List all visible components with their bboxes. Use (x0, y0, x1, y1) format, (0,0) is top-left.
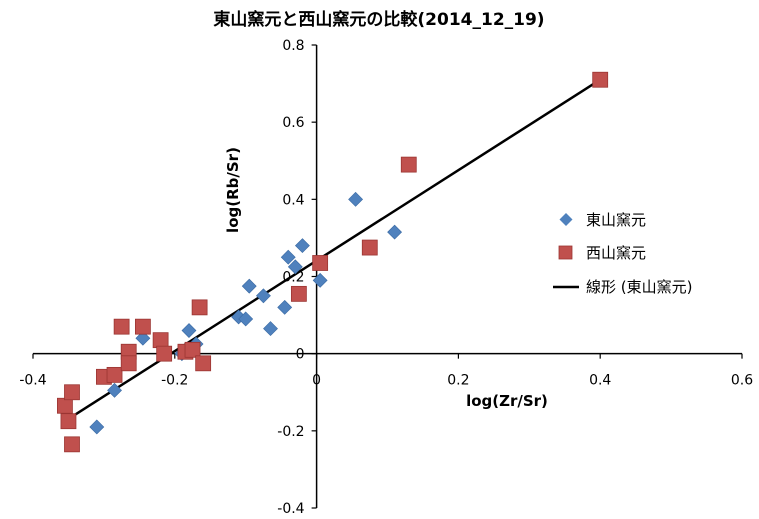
data-point-higashiyama (241, 278, 257, 294)
y-tick-label: -0.4 (277, 501, 304, 517)
data-point-nishiyama (156, 345, 173, 362)
data-point-higashiyama (107, 382, 122, 398)
x-tick-label: -0.4 (19, 373, 46, 389)
x-tick-label: 0.4 (589, 373, 611, 389)
axes: -0.4 -0.2 0 0.2 0.4 0.6 -0.4 -0.2 0 0.2 0.4 0.6 0.8 (19, 38, 753, 517)
legend: 東山窯元 西山窯元 線形 (東山窯元) (553, 211, 692, 296)
data-point-nishiyama (60, 413, 77, 430)
data-point-higashiyama (256, 288, 271, 304)
x-axis-title: log(Zr/Sr) (466, 392, 548, 410)
x-tick-label: 0.2 (447, 373, 469, 389)
data-point-nishiyama (152, 332, 169, 349)
x-tick-label: -0.2 (161, 373, 188, 389)
data-point-nishiyama (592, 71, 609, 88)
x-tick-label: 0 (312, 373, 321, 389)
data-point-higashiyama (238, 311, 254, 327)
y-tick-label: 0.4 (282, 192, 304, 208)
legend-square-marker (558, 245, 573, 260)
data-point-nishiyama (191, 299, 208, 316)
data-point-higashiyama (280, 249, 296, 265)
data-point-nishiyama (64, 436, 80, 453)
data-point-nishiyama (195, 355, 212, 372)
data-point-nishiyama (290, 285, 307, 302)
data-point-nishiyama (113, 318, 130, 335)
x-axis-ticks: -0.4 -0.2 0 0.2 0.4 0.6 (19, 353, 753, 389)
legend-label-trendline: 線形 (東山窯元) (586, 278, 692, 296)
data-point-nishiyama (400, 156, 417, 173)
y-axis-title: log(Rb/Sr) (224, 147, 242, 233)
legend-diamond-marker (559, 213, 573, 226)
data-point-nishiyama (64, 384, 80, 401)
y-tick-label: 0.8 (282, 38, 304, 54)
data-point-higashiyama (287, 259, 303, 275)
y-tick-label: 0.2 (282, 270, 304, 286)
y-tick-label: 0.6 (282, 115, 304, 131)
data-point-higashiyama (263, 321, 278, 337)
data-point-higashiyama (181, 323, 197, 338)
data-point-higashiyama (89, 419, 105, 435)
data-point-higashiyama (312, 272, 328, 288)
y-axis-ticks: -0.4 -0.2 0 0.2 0.4 0.6 0.8 (277, 38, 317, 517)
data-point-higashiyama (387, 224, 403, 240)
x-tick-label: 0.6 (731, 373, 753, 389)
legend-label-nishiyama: 西山窯元 (586, 244, 646, 262)
y-tick-label: -0.2 (277, 424, 304, 440)
data-point-higashiyama (135, 330, 151, 346)
trendline-layer (64, 78, 601, 423)
data-marks (57, 71, 609, 453)
data-point-nishiyama (134, 318, 151, 335)
legend-label-higashiyama: 東山窯元 (586, 211, 646, 229)
data-point-nishiyama (312, 255, 329, 271)
data-point-nishiyama (120, 355, 137, 372)
chart-title: 東山窯元と西山窯元の比較(2014_12_19) (213, 9, 544, 30)
data-point-nishiyama (106, 366, 123, 383)
data-point-higashiyama (277, 299, 293, 315)
data-point-nishiyama (184, 341, 201, 358)
trendline-higashiyama (64, 78, 601, 423)
data-point-higashiyama (348, 191, 364, 207)
data-point-nishiyama (57, 397, 73, 414)
data-point-nishiyama (361, 239, 378, 256)
y-tick-label: 0 (296, 347, 305, 363)
data-point-higashiyama (294, 238, 310, 254)
